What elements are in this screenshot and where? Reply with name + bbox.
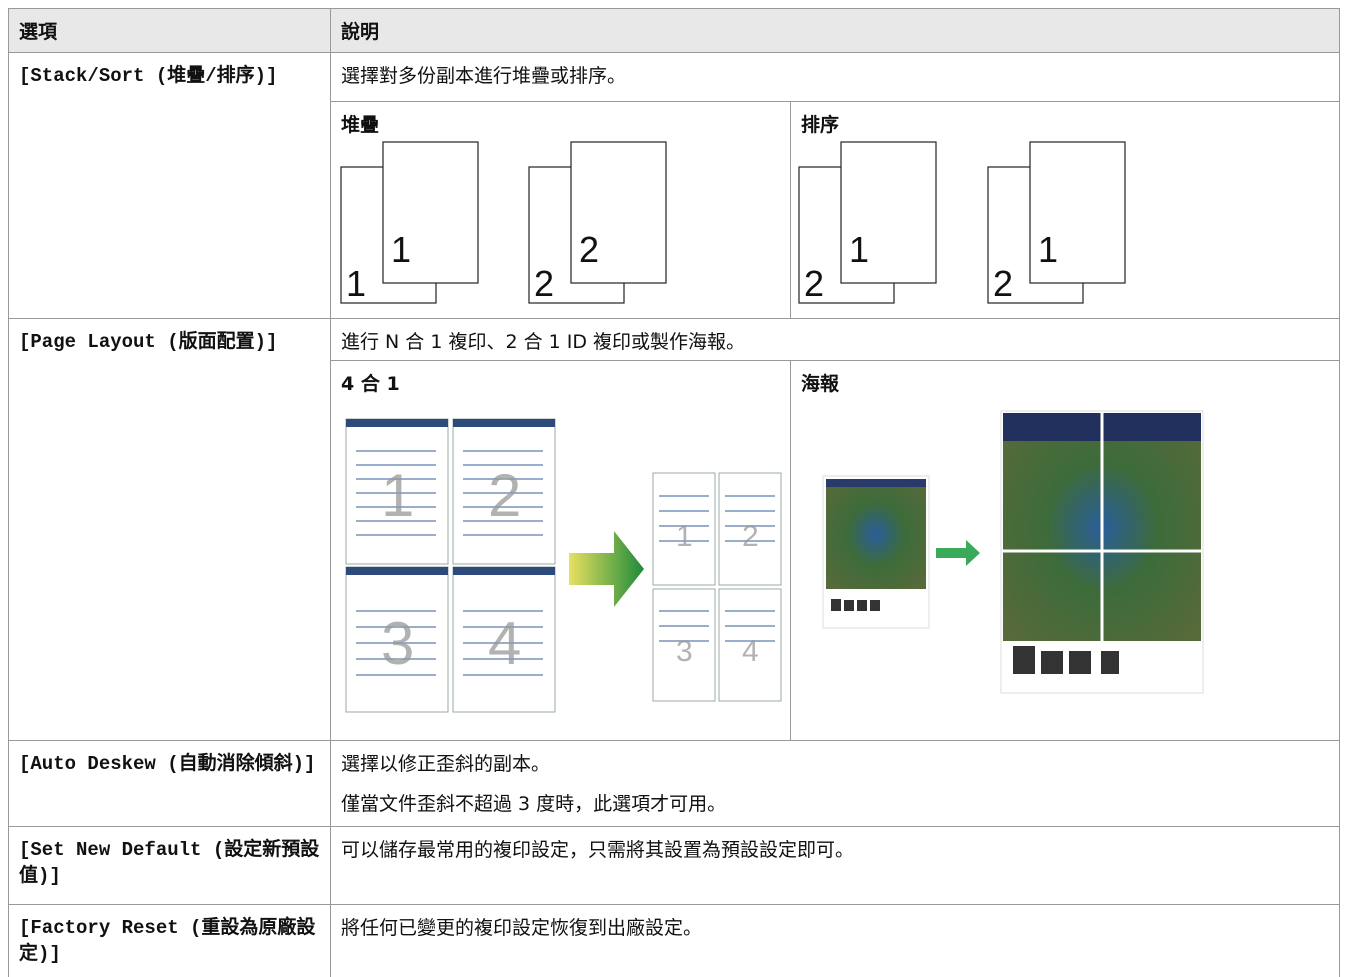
description: 將任何已變更的複印設定恢復到出廠設定。 xyxy=(341,917,703,939)
header-cell: 選項 xyxy=(8,8,330,52)
description: 選擇對多份副本進行堆疊或排序。 xyxy=(341,65,627,87)
option: [Stack/Sort (堆疊/排序)] xyxy=(19,65,278,87)
description-cell: 可以儲存最常用的複印設定，只需將其設置為預設設定即可。 xyxy=(330,826,1340,904)
sub-cell: 海報 xyxy=(790,360,1340,740)
description-cell: 選擇以修正歪斜的副本。 僅當文件歪斜不超過 3 度時，此選項才可用。 xyxy=(330,740,1340,826)
page-number: 2 xyxy=(993,263,1013,304)
option: [Page Layout (版面配置)] xyxy=(19,331,278,353)
page-number: 1 xyxy=(346,263,366,304)
page-number: 1 xyxy=(381,462,414,529)
poster-illustration xyxy=(822,410,1204,694)
page-number: 2 xyxy=(488,462,521,529)
page-number: 4 xyxy=(488,610,521,677)
description: 可以儲存最常用的複印設定，只需將其設置為預設設定即可。 xyxy=(341,839,855,861)
description-cell: 選擇對多份副本進行堆疊或排序。 xyxy=(330,52,1340,101)
sub-title: 堆疊 xyxy=(341,114,380,136)
page-number: 2 xyxy=(742,520,759,553)
description-cell: 將任何已變更的複印設定恢復到出廠設定。 xyxy=(330,904,1340,977)
option-cell: [Factory Reset (重設為原廠設定)] xyxy=(8,904,330,977)
option-cell: [Page Layout (版面配置)] xyxy=(8,318,330,740)
description: 進行 N 合 1 複印、2 合 1 ID 複印或製作海報。 xyxy=(341,331,746,353)
page-number: 4 xyxy=(742,635,759,668)
option: [Factory Reset (重設為原廠設定)] xyxy=(19,917,316,965)
description: 僅當文件歪斜不超過 3 度時，此選項才可用。 xyxy=(341,793,727,815)
description: 選擇以修正歪斜的副本。 xyxy=(341,753,551,775)
option: [Set New Default (設定新預設值)] xyxy=(19,839,320,887)
header-text: 選項 xyxy=(19,21,58,43)
page-number: 1 xyxy=(676,520,693,553)
page-number: 1 xyxy=(391,229,411,270)
sub-title: 海報 xyxy=(801,373,840,395)
sub-cell: 排序 2 1 2 1 xyxy=(790,101,1340,318)
page-number: 2 xyxy=(579,229,599,270)
page-number: 2 xyxy=(534,263,554,304)
option-cell: [Stack/Sort (堆疊/排序)] xyxy=(8,52,330,318)
sub-title: 4 合 1 xyxy=(341,373,400,395)
option: [Auto Deskew (自動消除傾斜)] xyxy=(19,753,316,775)
sub-title: 排序 xyxy=(801,114,840,136)
page-number: 1 xyxy=(849,229,869,270)
option-cell: [Auto Deskew (自動消除傾斜)] xyxy=(8,740,330,826)
four-in-one-illustration: 1 2 3 4 1 2 3 4 xyxy=(345,418,782,713)
header-text: 說明 xyxy=(341,21,380,43)
sub-cell: 堆疊 1 1 2 2 xyxy=(330,101,790,318)
stack-illustration: 1 1 2 2 xyxy=(340,141,667,304)
page-number: 2 xyxy=(804,263,824,304)
header-cell: 說明 xyxy=(330,8,1340,52)
page-number: 1 xyxy=(1038,229,1058,270)
page-number: 3 xyxy=(381,610,414,677)
page-number: 3 xyxy=(676,635,693,668)
description-cell: 進行 N 合 1 複印、2 合 1 ID 複印或製作海報。 xyxy=(330,318,1340,360)
option-cell: [Set New Default (設定新預設值)] xyxy=(8,826,330,904)
sort-illustration: 2 1 2 1 xyxy=(798,141,1126,304)
sub-cell: 4 合 1 1 2 3 4 1 2 3 4 xyxy=(330,360,790,740)
